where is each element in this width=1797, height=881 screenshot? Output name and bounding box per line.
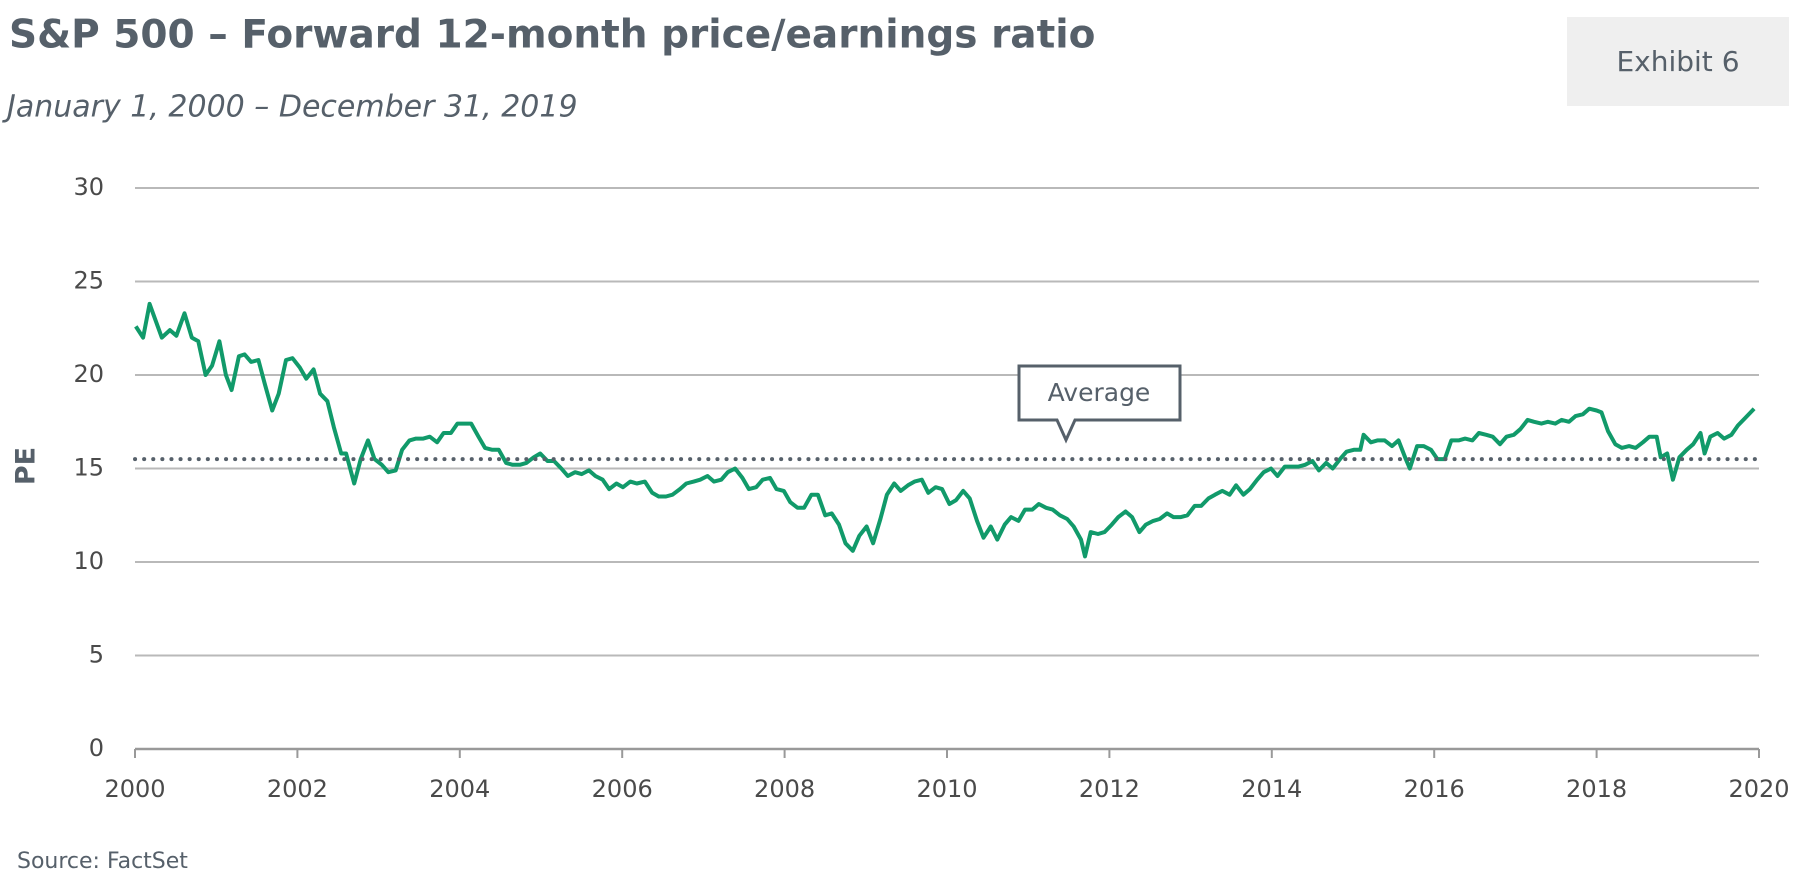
x-tick-label: 2002	[267, 775, 328, 803]
y-tick-label: 20	[73, 360, 104, 388]
y-tick-label: 10	[73, 547, 104, 575]
y-tick-label: 15	[73, 454, 104, 482]
pe-line	[134, 301, 1756, 559]
x-tick-label: 2004	[429, 775, 490, 803]
x-tick-label: 2012	[1079, 775, 1140, 803]
x-tick-label: 2006	[592, 775, 653, 803]
exhibit-box	[1567, 17, 1789, 106]
y-tick-label: 0	[89, 734, 104, 762]
exhibit-label: Exhibit 6	[1616, 45, 1739, 78]
y-tick-label: 5	[89, 641, 104, 669]
average-callout	[1017, 364, 1182, 444]
x-tick-label: 2010	[916, 775, 977, 803]
x-tick-label: 2016	[1404, 775, 1465, 803]
x-tick-label: 2008	[754, 775, 815, 803]
x-tick-label: 2018	[1566, 775, 1627, 803]
x-tick-label: 2014	[1241, 775, 1302, 803]
chart-title: S&P 500 – Forward 12-month price/earning…	[9, 13, 1095, 58]
x-tick-label: 2020	[1728, 775, 1789, 803]
y-axis-label: PE	[11, 447, 42, 485]
y-tick-label: 30	[73, 173, 104, 201]
x-tick-label: 2000	[104, 775, 165, 803]
y-tick-label: 25	[73, 267, 104, 295]
average-label: Average	[1048, 378, 1151, 407]
source-note: Source: FactSet	[17, 849, 188, 874]
chart-subtitle: January 1, 2000 – December 31, 2019	[2, 90, 578, 125]
